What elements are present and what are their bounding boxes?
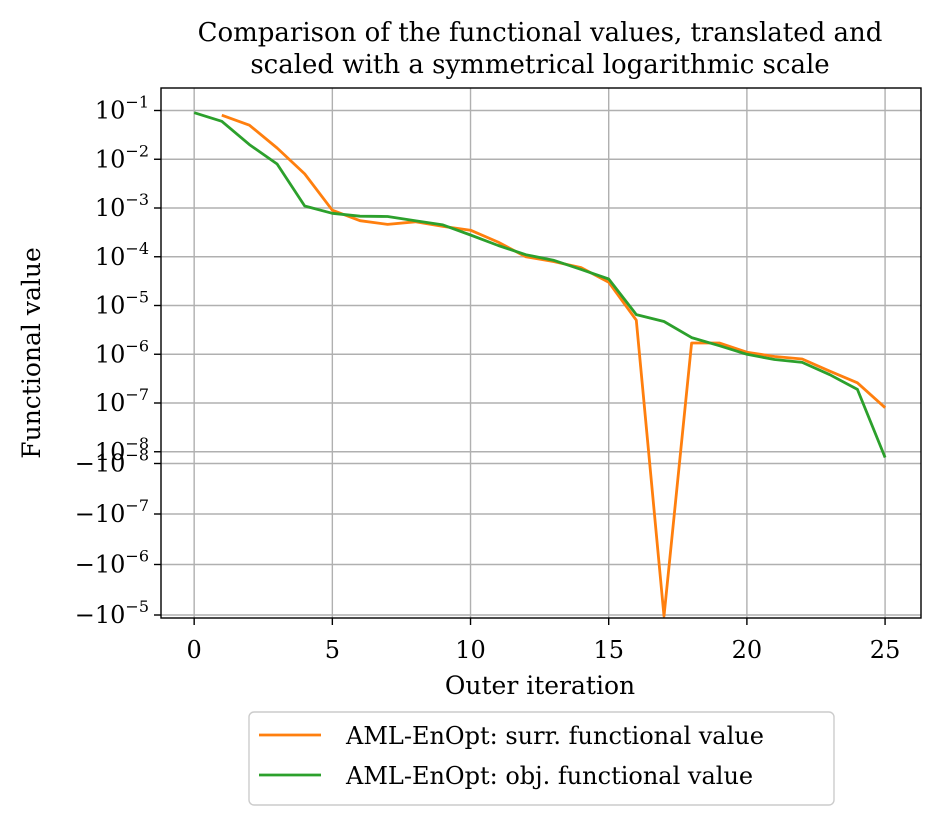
y-tick-label: 10−2 bbox=[95, 141, 149, 173]
grid bbox=[161, 88, 921, 618]
chart-title-line-1: Comparison of the functional values, tra… bbox=[198, 18, 883, 48]
y-tick-label: 10−6 bbox=[95, 336, 149, 368]
series-line-surr bbox=[221, 113, 887, 618]
legend-frame bbox=[248, 711, 835, 806]
x-tick-label: 15 bbox=[593, 636, 624, 664]
series-lines bbox=[193, 111, 887, 618]
y-tick-label: 10−7 bbox=[95, 385, 149, 417]
x-tick-label: 25 bbox=[870, 636, 901, 664]
x-tick-label: 0 bbox=[187, 636, 202, 664]
y-tick-label: 10−5 bbox=[95, 288, 149, 320]
x-tick-label: 10 bbox=[455, 636, 486, 664]
y-tick-label: −10−5 bbox=[75, 597, 149, 629]
chart-title: Comparison of the functional values, tra… bbox=[198, 18, 883, 80]
legend-label-obj: AML-EnOpt: obj. functional value bbox=[345, 762, 753, 790]
x-tick-label: 5 bbox=[325, 636, 340, 664]
x-axis-label: Outer iteration bbox=[445, 671, 635, 700]
y-axis-label: Functional value bbox=[17, 247, 46, 459]
legend: AML-EnOpt: surr. functional value AML-En… bbox=[248, 711, 835, 806]
x-axis-ticks: 0 5 10 15 20 25 bbox=[187, 618, 901, 664]
y-tick-label: 10−3 bbox=[95, 190, 149, 222]
series-line-obj bbox=[193, 111, 887, 459]
y-tick-label: 10−4 bbox=[95, 239, 149, 271]
chart-title-line-2: scaled with a symmetrical logarithmic sc… bbox=[250, 50, 829, 80]
legend-label-surr: AML-EnOpt: surr. functional value bbox=[345, 722, 764, 750]
y-tick-label: 10−8 bbox=[95, 434, 149, 466]
y-tick-label: −10−6 bbox=[75, 547, 149, 579]
y-tick-label: −10−8 bbox=[75, 446, 149, 478]
plot-area-frame bbox=[160, 87, 922, 619]
y-tick-label: −10−7 bbox=[75, 496, 149, 528]
y-axis-ticks: 10−1 10−2 10−3 10−4 10−5 10−6 10−7 10−8−10−8 −10… bbox=[75, 93, 161, 629]
x-tick-label: 20 bbox=[732, 636, 763, 664]
y-tick-label: 10−1 bbox=[95, 93, 149, 125]
